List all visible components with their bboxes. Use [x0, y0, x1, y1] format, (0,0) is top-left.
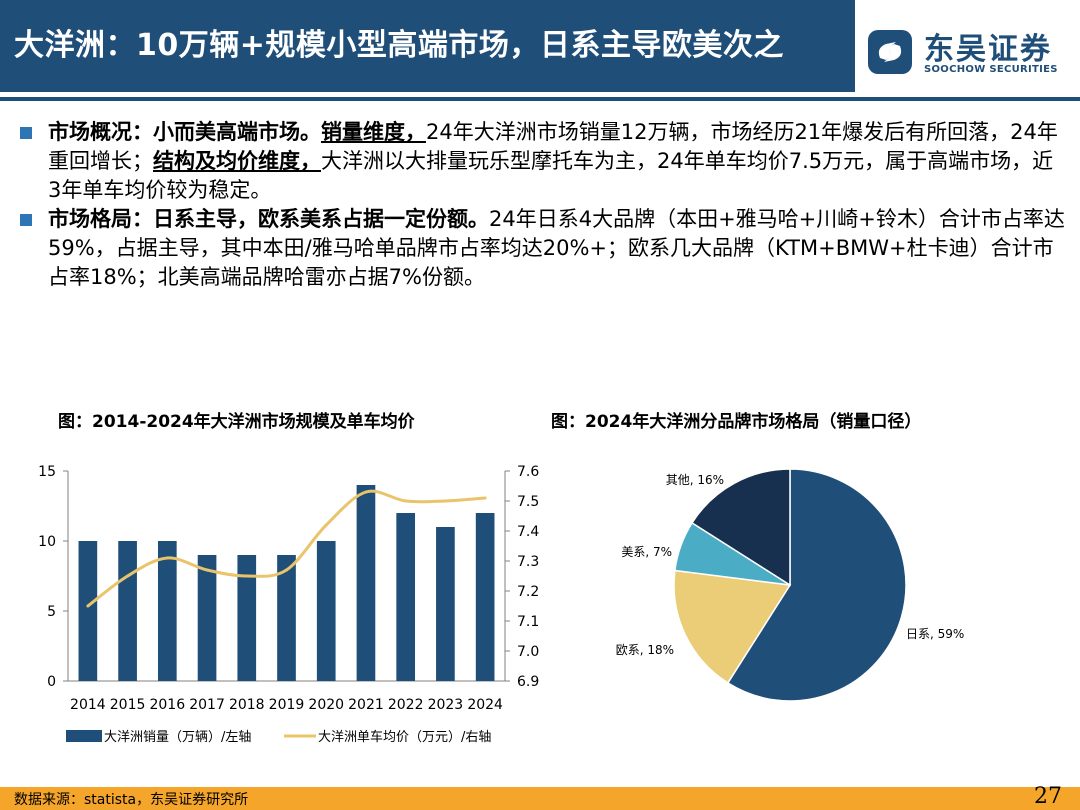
legend-bar-swatch: [66, 730, 102, 742]
bar-2020: [316, 541, 336, 681]
footer-bar: [0, 787, 1080, 810]
left-axis-tick-label: 15: [38, 464, 56, 480]
pie-slice-3: [691, 468, 791, 587]
pie-chart-title: 图：2024年大洋洲分品牌市场格局（销量口径）: [551, 412, 922, 432]
right-axis-tick-label: 7.2: [517, 584, 539, 600]
right-axis-tick-label: 7.4: [517, 524, 539, 540]
right-axis-tick-label: 7.6: [517, 464, 539, 480]
pie-slice-0: [726, 468, 907, 702]
bullet-underline-structure: 结构及均价维度，: [153, 149, 321, 173]
x-axis-tick-label: 2014: [70, 697, 106, 713]
header-rule: [0, 97, 1080, 101]
avg-price-point-2018: [245, 574, 249, 578]
bar-2014: [78, 541, 98, 681]
avg-price-point-2023: [443, 499, 447, 503]
bar-2015: [118, 541, 137, 681]
right-axis-tick-label: 7.1: [517, 614, 539, 630]
avg-price-point-2019: [285, 568, 288, 572]
avg-price-point-2020: [324, 523, 328, 527]
bar-2016: [157, 541, 177, 681]
legend-line-label: 大洋洲单车均价（万元）/右轴: [318, 729, 491, 745]
bullet-list: 市场概况：小而美高端市场。销量维度，24年大洋洲市场销量12万辆，市场经历21年…: [16, 118, 1066, 292]
bullet-underline-sales: 销量维度，: [321, 120, 426, 144]
logo-text-cn: 东吴证券: [924, 32, 1052, 67]
soochow-logo-icon: [868, 30, 912, 74]
bullet-lead: 市场格局：日系主导，欧系美系占据一定份额。: [48, 207, 489, 231]
x-axis-tick-label: 2021: [348, 697, 384, 713]
bar-2023: [436, 527, 455, 681]
x-axis-tick-label: 2024: [467, 697, 503, 713]
avg-price-point-2014: [86, 604, 90, 608]
pie-slice-label: 日系, 59%: [906, 627, 964, 641]
bullet-square-icon: [20, 214, 32, 226]
bullet-market-landscape: 市场格局：日系主导，欧系美系占据一定份额。24年日系4大品牌（本田+雅马哈+川崎…: [16, 205, 1066, 292]
avg-price-point-2017: [205, 568, 209, 572]
data-source: 数据来源：statista，东吴证券研究所: [14, 792, 249, 808]
bullet-market-overview: 市场概况：小而美高端市场。销量维度，24年大洋洲市场销量12万辆，市场经历21年…: [16, 118, 1066, 205]
avg-price-point-2022: [404, 499, 408, 503]
brand-share-pie-chart: 日系, 59% 欧系, 18% 美系, 7% 其他, 16%: [616, 468, 964, 702]
bullet-square-icon: [20, 127, 32, 139]
bar-2019: [277, 555, 296, 681]
bullet-text: 24年日系4大品牌（本田+雅马哈+川崎+铃木）合计市占率达59%，占据主导，其中…: [48, 207, 1065, 289]
pie-slice-1: [673, 569, 792, 684]
right-axis-tick-label: 6.9: [517, 674, 539, 690]
company-logo: 东吴证券 SOOCHOW SECURITIES: [866, 24, 1066, 80]
x-axis-tick-label: 2023: [428, 697, 464, 713]
page-title: 大洋洲：10万辆+规模小型高端市场，日系主导欧美次之: [14, 28, 784, 63]
x-axis-tick-label: 2019: [269, 697, 305, 713]
right-axis-tick-label: 7.3: [517, 554, 539, 570]
page-number: 27: [1034, 784, 1062, 809]
right-axis-tick-label: 7.0: [517, 644, 539, 660]
logo-text-en: SOOCHOW SECURITIES: [924, 64, 1058, 75]
x-axis-tick-label: 2015: [110, 697, 146, 713]
bar-chart-title: 图：2014-2024年大洋洲市场规模及单车均价: [58, 412, 415, 432]
pie-slice-label: 美系, 7%: [621, 545, 672, 559]
legend-bar-label: 大洋洲销量（万辆）/左轴: [104, 730, 251, 745]
bullet-text: 24年大洋洲市场销量12万辆，市场经历21年爆发后有所回落，24年重回增长；: [48, 120, 1058, 173]
x-axis-tick-label: 2020: [308, 697, 344, 713]
bullet-text: 大洋洲以大排量玩乐型摩托车为主，24年单车均价7.5万元，属于高端市场，近3年单…: [48, 149, 1054, 202]
x-axis-tick-label: 2017: [189, 697, 225, 713]
title-bar: 大洋洲：10万辆+规模小型高端市场，日系主导欧美次之: [0, 0, 855, 92]
avg-price-point-2021: [364, 490, 368, 494]
right-axis-tick-label: 7.5: [517, 494, 539, 510]
avg-price-point-2015: [126, 574, 130, 578]
pie-slice-label: 欧系, 18%: [616, 643, 674, 657]
x-axis-tick-label: 2016: [149, 697, 185, 713]
bar-2022: [396, 513, 416, 681]
left-axis-tick-label: 10: [38, 534, 56, 550]
x-axis-tick-label: 2018: [229, 697, 265, 713]
bar-2021: [356, 485, 376, 681]
bar-2017: [197, 555, 217, 681]
bullet-lead: 市场概况：小而美高端市场。: [48, 120, 321, 144]
avg-price-point-2016: [165, 556, 169, 560]
avg-price-point-2024: [483, 496, 487, 500]
left-axis-tick-label: 0: [47, 674, 56, 690]
x-axis-tick-label: 2022: [388, 697, 424, 713]
left-axis-tick-label: 5: [47, 604, 56, 620]
bar-2018: [237, 555, 257, 681]
bar-2024: [475, 513, 495, 681]
pie-slice-label: 其他, 16%: [666, 473, 724, 487]
